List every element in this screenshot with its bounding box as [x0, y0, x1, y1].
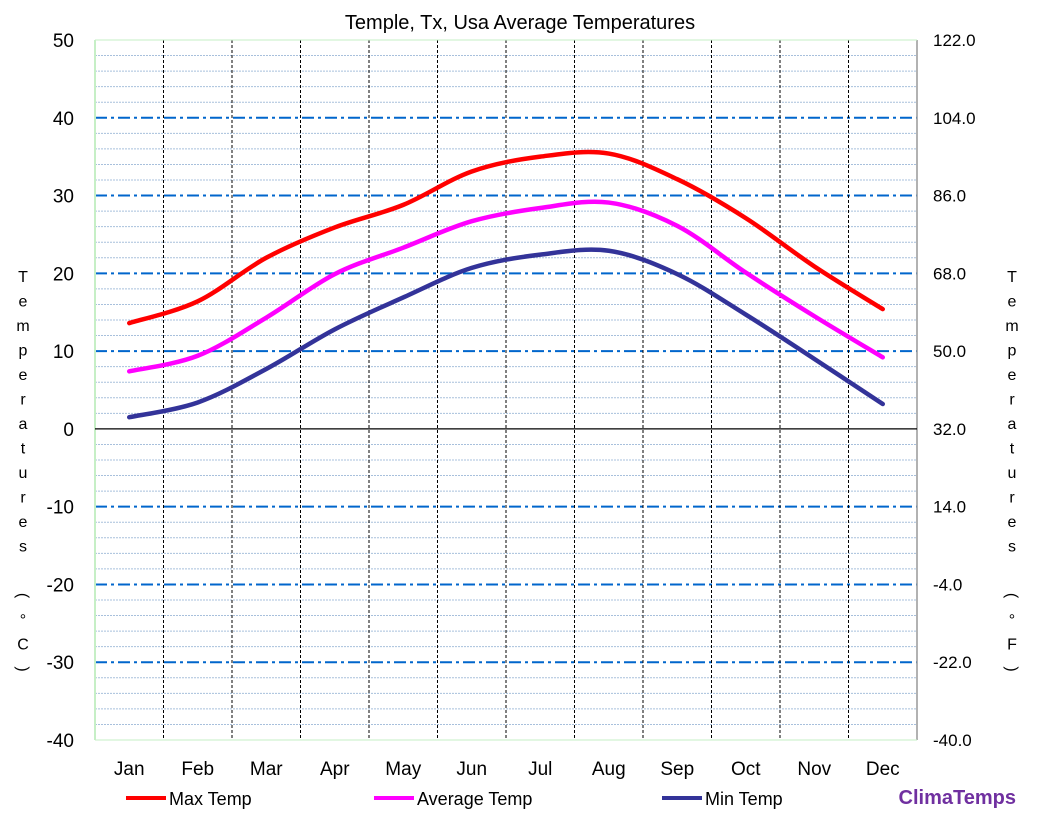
y-axis-label-char: e: [19, 367, 28, 384]
legend-label: Min Temp: [705, 789, 783, 809]
y-axis-label-char: s: [19, 539, 27, 556]
x-tick-label: May: [385, 759, 421, 780]
y-right-axis-label-char: a: [1008, 416, 1017, 433]
y-tick-label: 20: [53, 264, 74, 285]
legend-label: Average Temp: [417, 789, 532, 809]
y-right-tick-label: 104.0: [933, 109, 976, 128]
y-axis-label-char: p: [19, 343, 28, 360]
y-tick-label: -40: [47, 731, 74, 752]
y-right-axis-label-char: e: [1008, 367, 1017, 384]
legend-label: Max Temp: [169, 789, 252, 809]
y-axis-label-char: e: [19, 514, 28, 531]
y-axis-label-char: ): [14, 666, 31, 671]
climatemps-logo: ClimaTemps: [899, 787, 1016, 809]
x-tick-label: Jan: [114, 759, 145, 780]
y-right-axis-label-char: e: [1008, 514, 1017, 531]
x-tick-label: Jun: [456, 759, 487, 780]
y-right-axis-label: Temperatures(°F): [1003, 269, 1020, 672]
y-right-tick-label: 32.0: [933, 420, 966, 439]
y-tick-label: -30: [47, 653, 74, 674]
y-tick-label: -20: [47, 575, 74, 596]
x-tick-label: Apr: [320, 759, 350, 780]
y-right-axis-label-char: r: [1009, 392, 1015, 409]
x-tick-label: Sep: [660, 759, 694, 780]
y-right-axis-label-char: e: [1008, 294, 1017, 311]
y-right-axis-label-char: °: [1009, 612, 1015, 629]
y-axis-label-char: r: [20, 490, 26, 507]
y-right-tick-label: 86.0: [933, 187, 966, 206]
y-right-axis-label-char: u: [1008, 465, 1017, 482]
y-right-axis-label-char: r: [1009, 490, 1015, 507]
y-axis-label-char: e: [19, 294, 28, 311]
y-axis-label-char: t: [21, 441, 26, 458]
y-tick-label: 50: [53, 31, 74, 52]
legend-item-max-temp: Max Temp: [126, 789, 252, 809]
average-temp-line: [127, 199, 885, 374]
y-axis-label-char: m: [16, 318, 29, 335]
y-right-tick-label: -22.0: [933, 653, 972, 672]
y-tick-label: -10: [47, 498, 74, 519]
y-right-tick-label: -4.0: [933, 575, 962, 594]
y-right-tick-label: 122.0: [933, 31, 976, 50]
x-tick-label: Jul: [528, 759, 552, 780]
x-tick-label: Aug: [592, 759, 626, 780]
legend-item-average-temp: Average Temp: [374, 789, 532, 809]
y-tick-label: 30: [53, 187, 74, 208]
y-right-tick-label: 14.0: [933, 498, 966, 517]
y-right-axis-label-char: (: [1003, 593, 1020, 599]
y-right-tick-label: 68.0: [933, 264, 966, 283]
x-tick-label: Feb: [181, 759, 214, 780]
y-axis-label-char: T: [18, 269, 28, 286]
y-right-axis-label-char: F: [1007, 637, 1017, 654]
y-axis-label-char: u: [19, 465, 28, 482]
legend-item-min-temp: Min Temp: [662, 789, 783, 809]
y-right-axis-label-char: t: [1010, 441, 1015, 458]
y-axis-label-char: (: [14, 593, 31, 599]
y-axis-label-char: r: [20, 392, 26, 409]
y-right-axis-label-char: p: [1008, 343, 1017, 360]
y-right-axis-label-char: s: [1008, 539, 1016, 556]
y-tick-label: 40: [53, 109, 74, 130]
y-right-axis-label-char: m: [1005, 318, 1018, 335]
chart-title: Temple, Tx, Usa Average Temperatures: [345, 12, 695, 34]
x-tick-label: Dec: [866, 759, 900, 780]
y-axis-label-char: °: [20, 612, 26, 629]
y-right-tick-label: -40.0: [933, 731, 972, 750]
y-right-axis-label-char: T: [1007, 269, 1017, 286]
y-tick-label: 10: [53, 342, 74, 363]
y-axis-label: Temperatures(°C): [14, 269, 31, 672]
y-right-axis-label-char: ): [1003, 666, 1020, 671]
y-right-tick-label: 50.0: [933, 342, 966, 361]
y-tick-label: 0: [63, 420, 74, 441]
x-tick-label: Nov: [797, 759, 831, 780]
y-axis-label-char: C: [17, 637, 29, 654]
x-tick-label: Mar: [250, 759, 283, 780]
x-tick-label: Oct: [731, 759, 761, 780]
max-temp-line: [127, 149, 885, 326]
y-axis-label-char: a: [19, 416, 28, 433]
min-temp-line: [127, 247, 885, 420]
